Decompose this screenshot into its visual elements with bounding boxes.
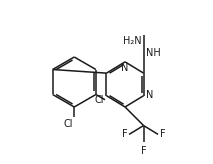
Text: N: N	[146, 90, 153, 100]
Text: F: F	[160, 129, 165, 139]
Text: NH: NH	[146, 48, 161, 58]
Text: N: N	[121, 63, 128, 73]
Text: F: F	[141, 146, 146, 156]
Text: Cl: Cl	[95, 95, 104, 105]
Text: H₂N: H₂N	[122, 36, 141, 46]
Text: Cl: Cl	[64, 119, 73, 129]
Text: F: F	[122, 129, 127, 139]
